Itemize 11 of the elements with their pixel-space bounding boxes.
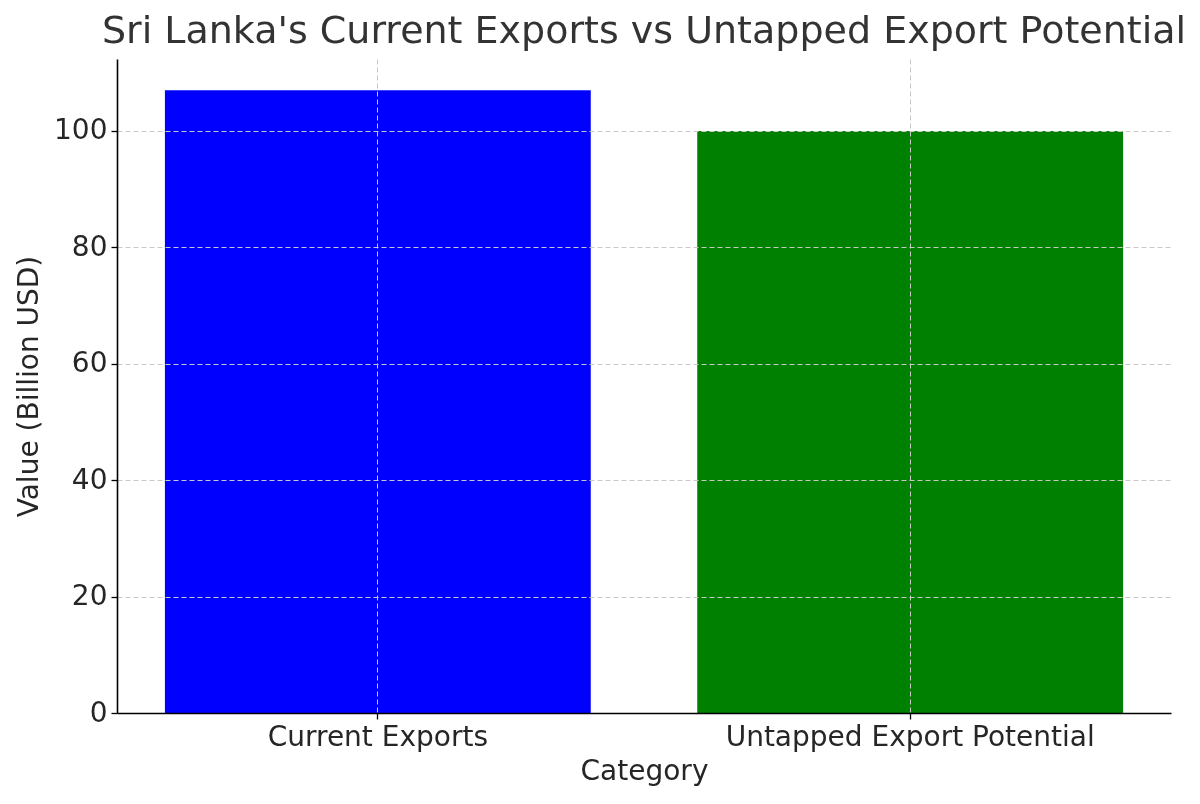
y-tick-label: 20 — [71, 579, 108, 613]
y-tick-label: 40 — [71, 462, 108, 496]
y-tick-label: 0 — [89, 695, 108, 729]
x-axis-title: Category — [580, 753, 709, 787]
y-tick-label: 60 — [71, 346, 108, 380]
chart-title: Sri Lanka's Current Exports vs Untapped Export Potential — [101, 8, 1187, 52]
y-axis-title: Value (Billion USD) — [12, 255, 46, 518]
y-tick-label: 80 — [71, 229, 108, 263]
x-tick-label: Current Exports — [267, 719, 488, 753]
y-tick-label: 100 — [54, 113, 108, 147]
x-tick-label: Untapped Export Potential — [725, 719, 1095, 753]
